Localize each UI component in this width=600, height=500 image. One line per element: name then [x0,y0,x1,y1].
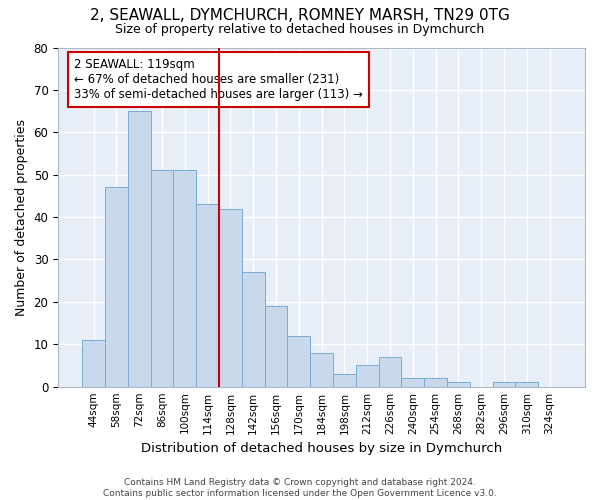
Bar [401,378,424,386]
Bar [379,357,401,386]
Bar [333,374,356,386]
Bar [287,336,310,386]
Bar [105,188,128,386]
Bar [265,306,287,386]
Bar [493,382,515,386]
Bar [310,353,333,386]
Bar [173,170,196,386]
Text: 2 SEAWALL: 119sqm
← 67% of detached houses are smaller (231)
33% of semi-detache: 2 SEAWALL: 119sqm ← 67% of detached hous… [74,58,363,100]
Bar [242,272,265,386]
Text: Contains HM Land Registry data © Crown copyright and database right 2024.
Contai: Contains HM Land Registry data © Crown c… [103,478,497,498]
Bar [424,378,447,386]
Bar [128,111,151,386]
X-axis label: Distribution of detached houses by size in Dymchurch: Distribution of detached houses by size … [141,442,502,455]
Bar [515,382,538,386]
Text: 2, SEAWALL, DYMCHURCH, ROMNEY MARSH, TN29 0TG: 2, SEAWALL, DYMCHURCH, ROMNEY MARSH, TN2… [90,8,510,22]
Bar [447,382,470,386]
Y-axis label: Number of detached properties: Number of detached properties [15,118,28,316]
Bar [356,366,379,386]
Bar [151,170,173,386]
Text: Size of property relative to detached houses in Dymchurch: Size of property relative to detached ho… [115,22,485,36]
Bar [219,208,242,386]
Bar [196,204,219,386]
Bar [82,340,105,386]
